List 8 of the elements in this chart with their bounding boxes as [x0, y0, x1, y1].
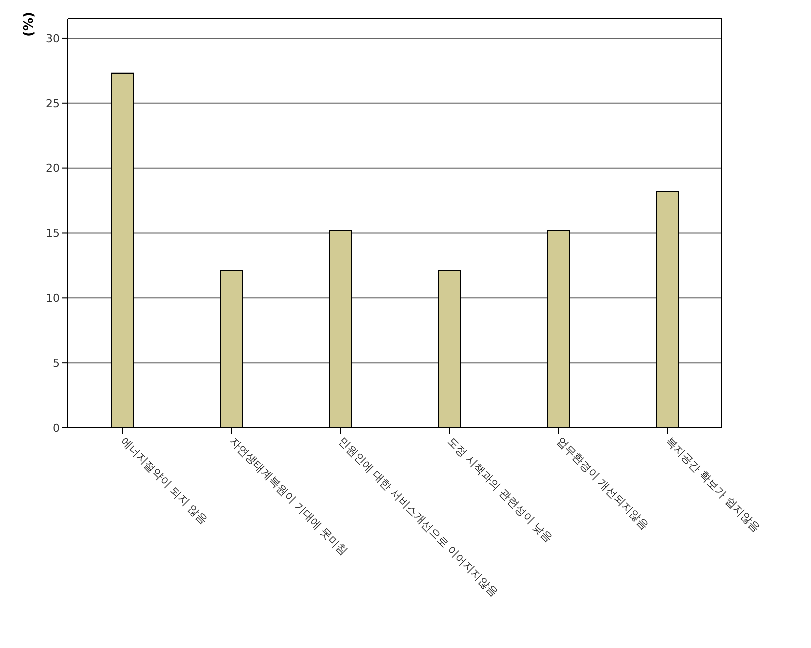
y-tick-label: 5 [53, 356, 60, 370]
y-axis-title: (%) [22, 12, 38, 37]
y-tick-label: 15 [46, 227, 60, 240]
y-tick-label: 0 [53, 422, 60, 435]
y-tick-label: 30 [46, 32, 60, 46]
y-tick-label: 10 [46, 292, 60, 306]
y-tick-label: 20 [46, 162, 60, 176]
y-tick-label: 25 [46, 97, 60, 110]
